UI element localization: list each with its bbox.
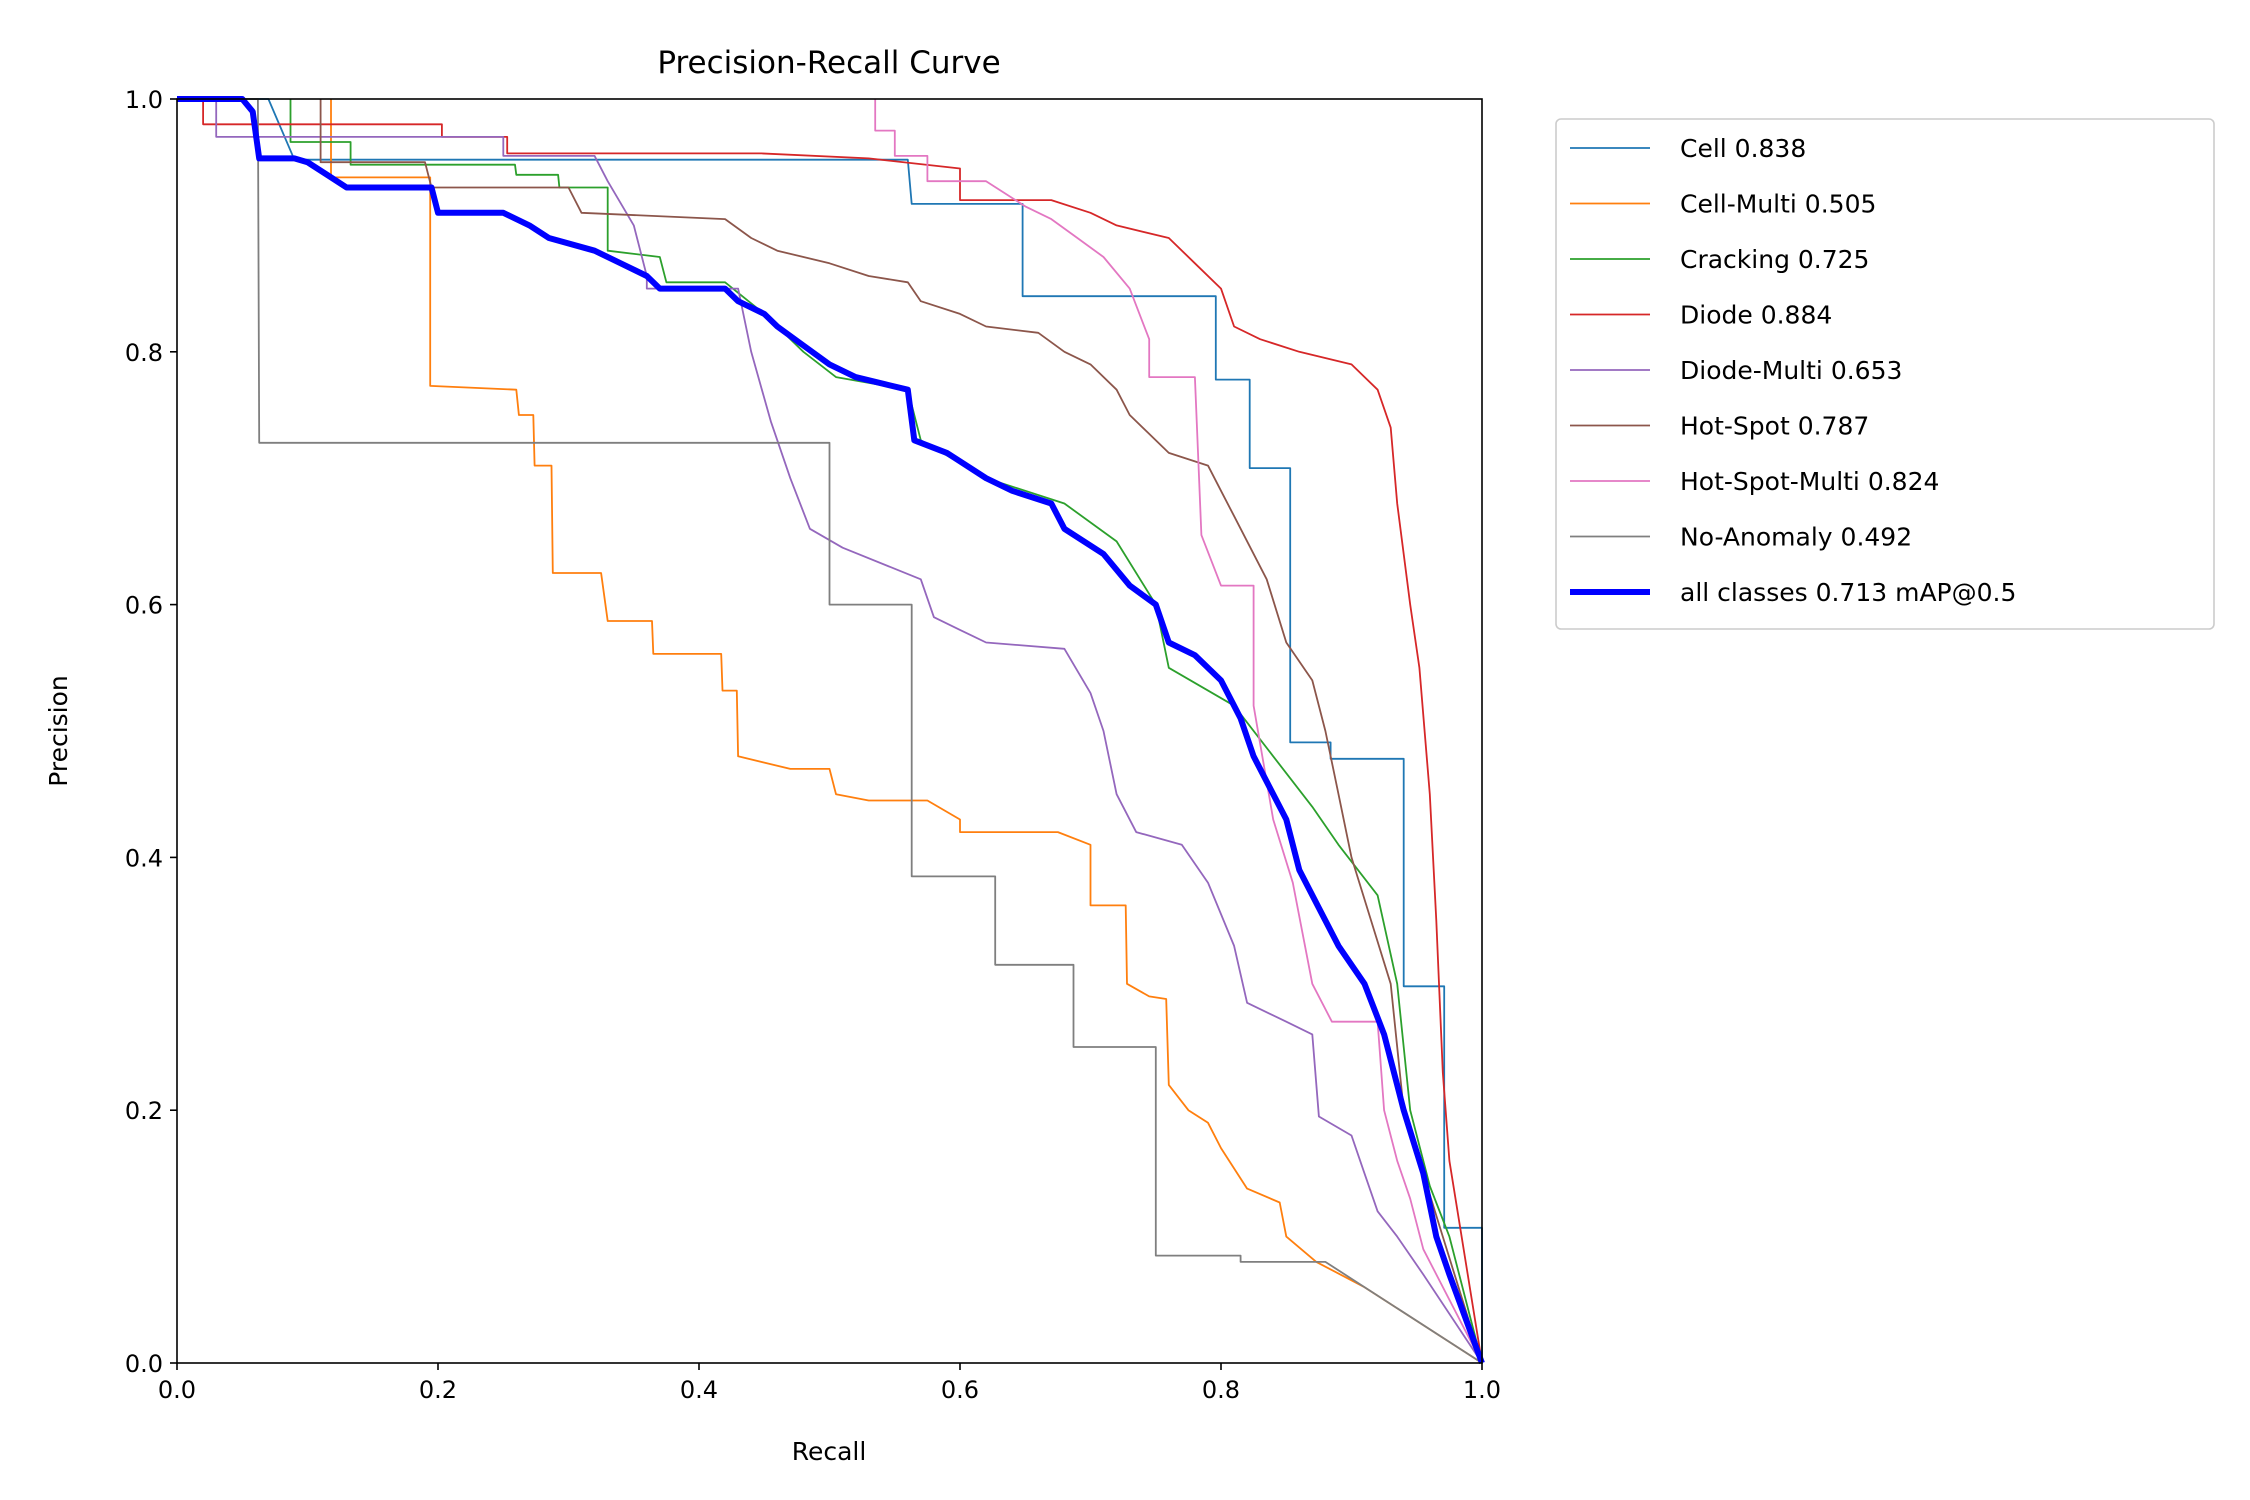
legend-entry: No-Anomaly 0.492 (1680, 523, 1912, 552)
y-tick-label: 0.2 (125, 1097, 163, 1125)
x-tick-label: 0.2 (419, 1376, 457, 1404)
legend-entry: all classes 0.713 mAP@0.5 (1680, 578, 2016, 607)
plot-frame (176, 98, 1483, 1364)
legend-entry: Diode 0.884 (1680, 301, 1832, 330)
x-tick-label: 0.0 (158, 1376, 196, 1404)
y-tick-label: 0.4 (125, 844, 163, 872)
x-axis-label: Recall (792, 1437, 867, 1466)
y-tick-label: 1.0 (125, 86, 163, 114)
x-tick-label: 0.4 (680, 1376, 718, 1404)
legend-entry: Hot-Spot 0.787 (1680, 412, 1869, 441)
legend-entry: Diode-Multi 0.653 (1680, 356, 1902, 385)
legend: Cell 0.838 Cell-Multi 0.505 Cracking 0.725… (1555, 118, 2215, 630)
series-line-6 (319, 99, 1483, 1364)
series-line-7 (874, 99, 1483, 1364)
y-axis: 0.0 0.2 0.4 0.6 0.8 1.0 (125, 86, 177, 1378)
series-line-9 (177, 96, 1485, 1365)
y-tick-label: 0.8 (125, 339, 163, 367)
series-line-1 (177, 98, 1483, 1363)
legend-frame (1555, 118, 2215, 630)
legend-entry: Cell-Multi 0.505 (1680, 190, 1876, 219)
y-axis-label: Precision (44, 675, 73, 787)
legend-entry: Cracking 0.725 (1680, 245, 1869, 274)
series-line-2 (330, 99, 1483, 1364)
chart-title: Precision-Recall Curve (657, 45, 1000, 81)
x-tick-label: 0.8 (1202, 1376, 1240, 1404)
series-line-3 (289, 99, 1483, 1364)
y-tick-label: 0.6 (125, 592, 163, 620)
series-line-8 (177, 98, 1483, 1364)
legend-entry: Hot-Spot-Multi 0.824 (1680, 467, 1939, 496)
x-axis: 0.0 0.2 0.4 0.6 0.8 1.0 (158, 1363, 1501, 1404)
series-line-4 (177, 98, 1483, 1364)
y-tick-label: 0.0 (125, 1350, 163, 1378)
plot-lines (177, 96, 1485, 1365)
legend-entry: Cell 0.838 (1680, 134, 1806, 163)
series-line-5 (177, 98, 1483, 1364)
x-tick-label: 1.0 (1463, 1376, 1501, 1404)
x-tick-label: 0.6 (941, 1376, 979, 1404)
